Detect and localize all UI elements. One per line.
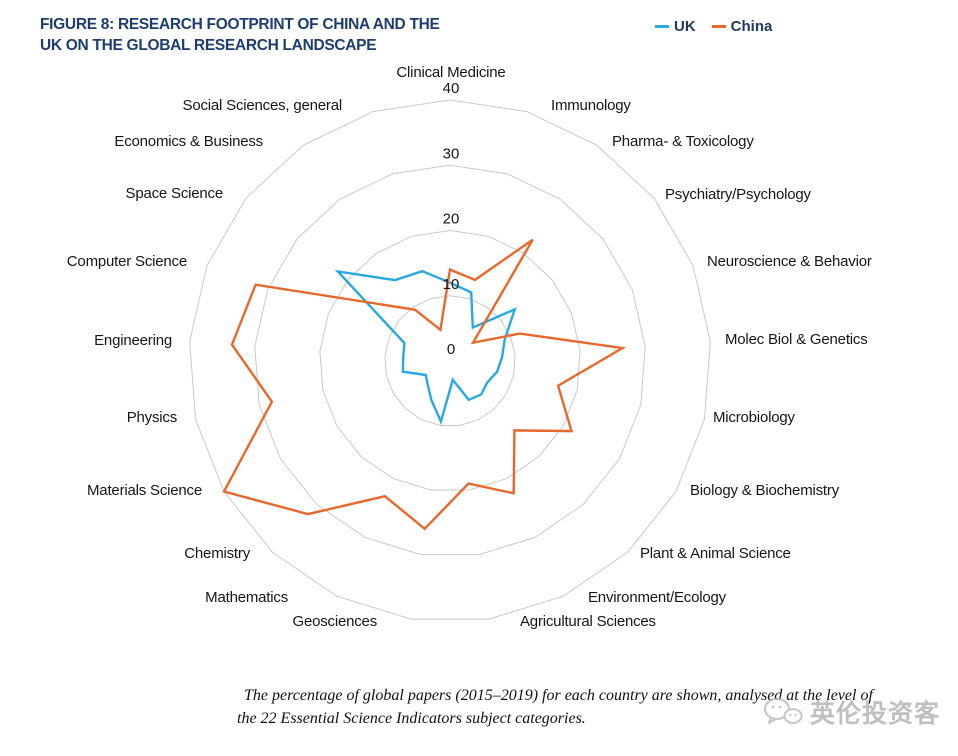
uk-data-line	[334, 269, 517, 426]
radial-tick-0: 0	[447, 341, 455, 358]
caption-line2: the 22 Essential Science Indicators subj…	[237, 710, 586, 727]
legend-item-china: China	[711, 18, 773, 35]
china-line-swatch	[711, 25, 726, 28]
category-label-clinical-medicine: Clinical Medicine	[396, 64, 505, 81]
category-label-microbiology: Microbiology	[713, 409, 795, 426]
figure-title-line2: UK ON THE GLOBAL RESEARCH LANDSCAPE	[40, 37, 377, 54]
radar-chart-area: 0 10 20 30 40 Clinical Medicine Immunology Phar…	[67, 64, 872, 630]
category-label-social-sciences-general: Social Sciences, general	[183, 97, 342, 114]
figure-label: FIGURE 8:	[40, 16, 114, 33]
chart-legend: UK China	[655, 18, 772, 35]
category-label-geosciences: Geosciences	[292, 613, 377, 630]
watermark-text: 英伦投资客	[810, 699, 941, 728]
category-label-environment-ecology: Environment/Ecology	[588, 589, 727, 606]
category-label-molec-biol-genetics: Molec Biol & Genetics	[725, 331, 868, 348]
radial-tick-30: 30	[443, 145, 460, 162]
category-label-psychiatry-psychology: Psychiatry/Psychology	[665, 186, 812, 203]
category-label-immunology: Immunology	[551, 97, 631, 114]
radial-tick-20: 20	[443, 211, 460, 228]
category-label-economics-business: Economics & Business	[114, 133, 263, 150]
category-label-engineering: Engineering	[94, 332, 172, 349]
category-label-materials-science: Materials Science	[87, 482, 202, 499]
radial-tick-10: 10	[443, 276, 460, 293]
radial-tick-40: 40	[443, 80, 460, 97]
figure-caption: The percentage of global papers (2015–20…	[237, 684, 897, 730]
legend-label-uk: UK	[674, 18, 696, 35]
watermark: 英伦投资客	[762, 694, 940, 730]
category-label-plant-animal-science: Plant & Animal Science	[640, 545, 791, 562]
category-label-mathematics: Mathematics	[205, 589, 288, 606]
china-data-line	[222, 238, 626, 531]
grid-ring-30	[254, 164, 646, 556]
category-label-neuroscience-behavior: Neuroscience & Behavior	[707, 253, 872, 270]
legend-label-china: China	[730, 18, 773, 35]
grid-ring-20	[319, 229, 581, 491]
figure-title-line1: RESEARCH FOOTPRINT OF CHINA AND THE	[113, 16, 440, 33]
wechat-bubbles-icon	[764, 698, 803, 724]
figure-title: FIGURE 8: RESEARCH FOOTPRINT OF CHINA AN…	[40, 14, 470, 56]
uk-line-swatch	[655, 25, 669, 28]
legend-item-uk: UK	[655, 18, 696, 35]
caption-line1: The percentage of global papers (2015–20…	[244, 687, 873, 704]
grid-ring-10	[384, 295, 516, 426]
grid-ring-40	[189, 99, 711, 620]
category-label-space-science: Space Science	[126, 185, 223, 202]
category-label-physics: Physics	[127, 409, 177, 426]
category-label-computer-science: Computer Science	[67, 253, 187, 270]
category-label-chemistry: Chemistry	[184, 545, 250, 562]
category-label-agricultural-sciences: Agricultural Sciences	[520, 613, 656, 630]
category-label-biology-biochemistry: Biology & Biochemistry	[690, 482, 840, 499]
category-label-pharma-toxicology: Pharma- & Toxicology	[612, 133, 754, 150]
